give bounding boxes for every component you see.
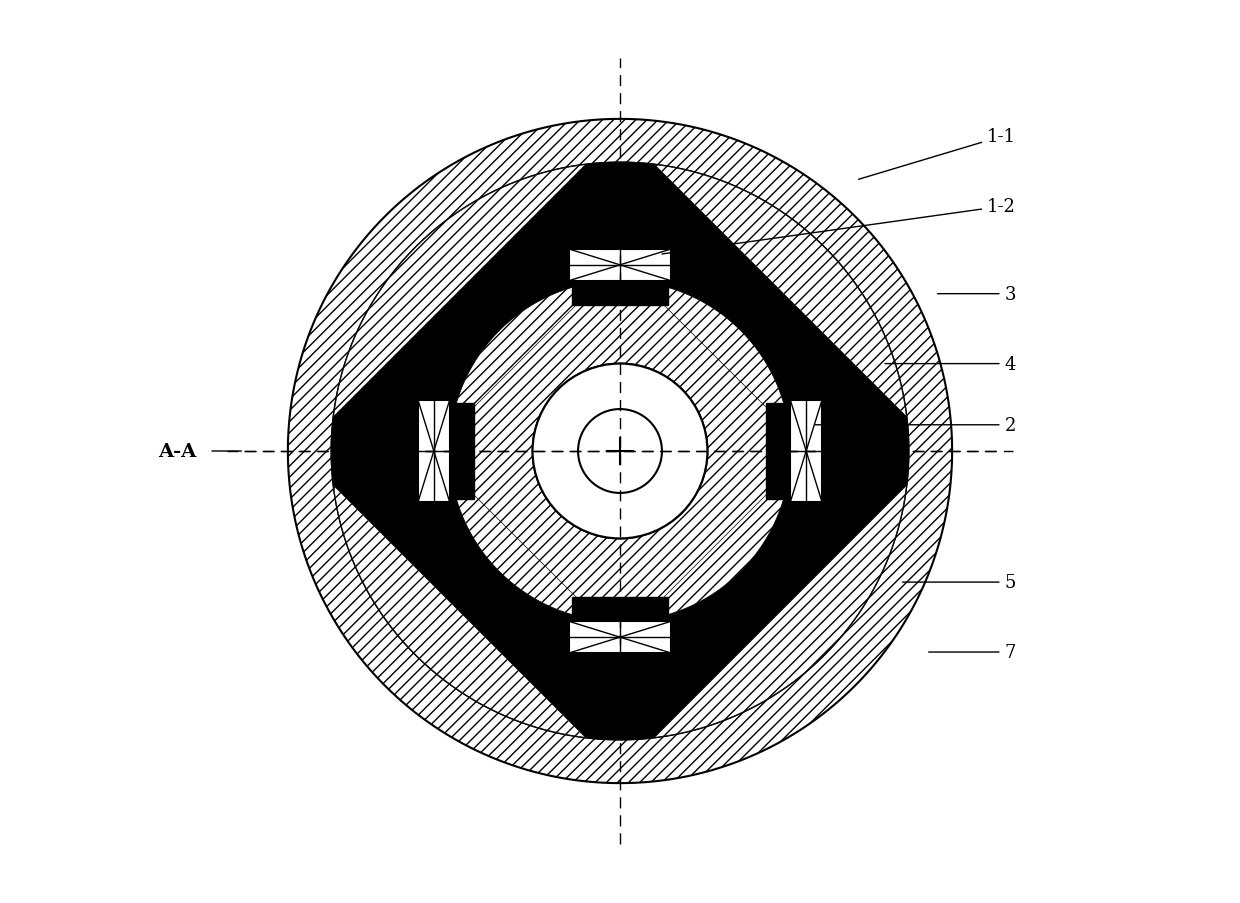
Polygon shape bbox=[572, 281, 668, 306]
Text: 7: 7 bbox=[929, 643, 1016, 661]
PathPatch shape bbox=[641, 165, 906, 431]
PathPatch shape bbox=[334, 472, 599, 738]
PathPatch shape bbox=[334, 165, 599, 431]
PathPatch shape bbox=[331, 163, 909, 740]
Polygon shape bbox=[766, 404, 790, 499]
Text: 2: 2 bbox=[815, 416, 1016, 434]
Circle shape bbox=[533, 364, 707, 539]
Text: 5: 5 bbox=[903, 573, 1016, 591]
Polygon shape bbox=[569, 250, 671, 281]
Polygon shape bbox=[418, 401, 450, 502]
Polygon shape bbox=[450, 404, 474, 499]
PathPatch shape bbox=[288, 120, 952, 783]
PathPatch shape bbox=[450, 281, 790, 622]
Polygon shape bbox=[790, 401, 822, 502]
Text: 1-2: 1-2 bbox=[662, 198, 1016, 255]
Polygon shape bbox=[569, 622, 671, 653]
Polygon shape bbox=[572, 597, 668, 622]
Circle shape bbox=[578, 410, 662, 493]
PathPatch shape bbox=[641, 472, 906, 738]
Text: 4: 4 bbox=[885, 355, 1016, 373]
Text: 3: 3 bbox=[937, 285, 1016, 303]
Text: 1-1: 1-1 bbox=[858, 128, 1016, 180]
Text: A-A: A-A bbox=[157, 442, 196, 461]
